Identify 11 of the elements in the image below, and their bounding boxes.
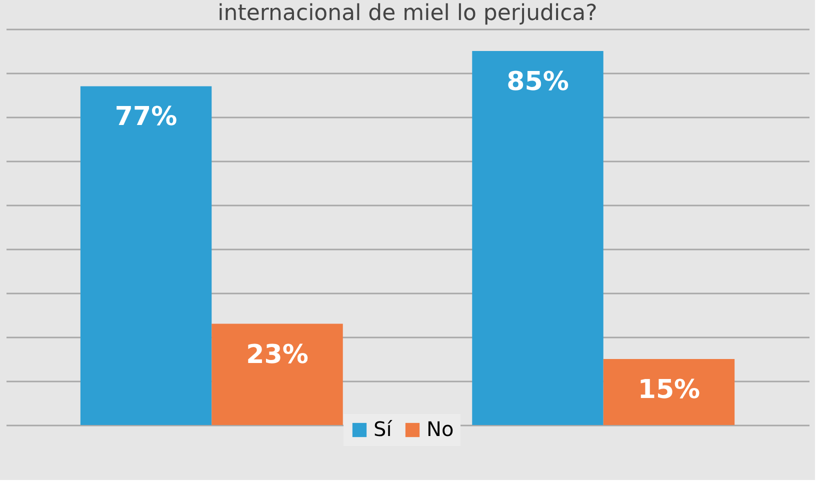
data-label: 15% bbox=[638, 375, 700, 405]
bar bbox=[603, 359, 735, 425]
bar bbox=[212, 324, 343, 425]
data-label: 85% bbox=[506, 67, 569, 97]
legend-label: Sí bbox=[374, 417, 394, 441]
legend-label: No bbox=[426, 417, 454, 441]
data-label: 23% bbox=[246, 340, 308, 370]
bar bbox=[80, 86, 212, 425]
chart-title: internacional de miel lo perjudica? bbox=[218, 1, 598, 26]
bar bbox=[472, 51, 604, 425]
data-label: 77% bbox=[114, 102, 178, 132]
